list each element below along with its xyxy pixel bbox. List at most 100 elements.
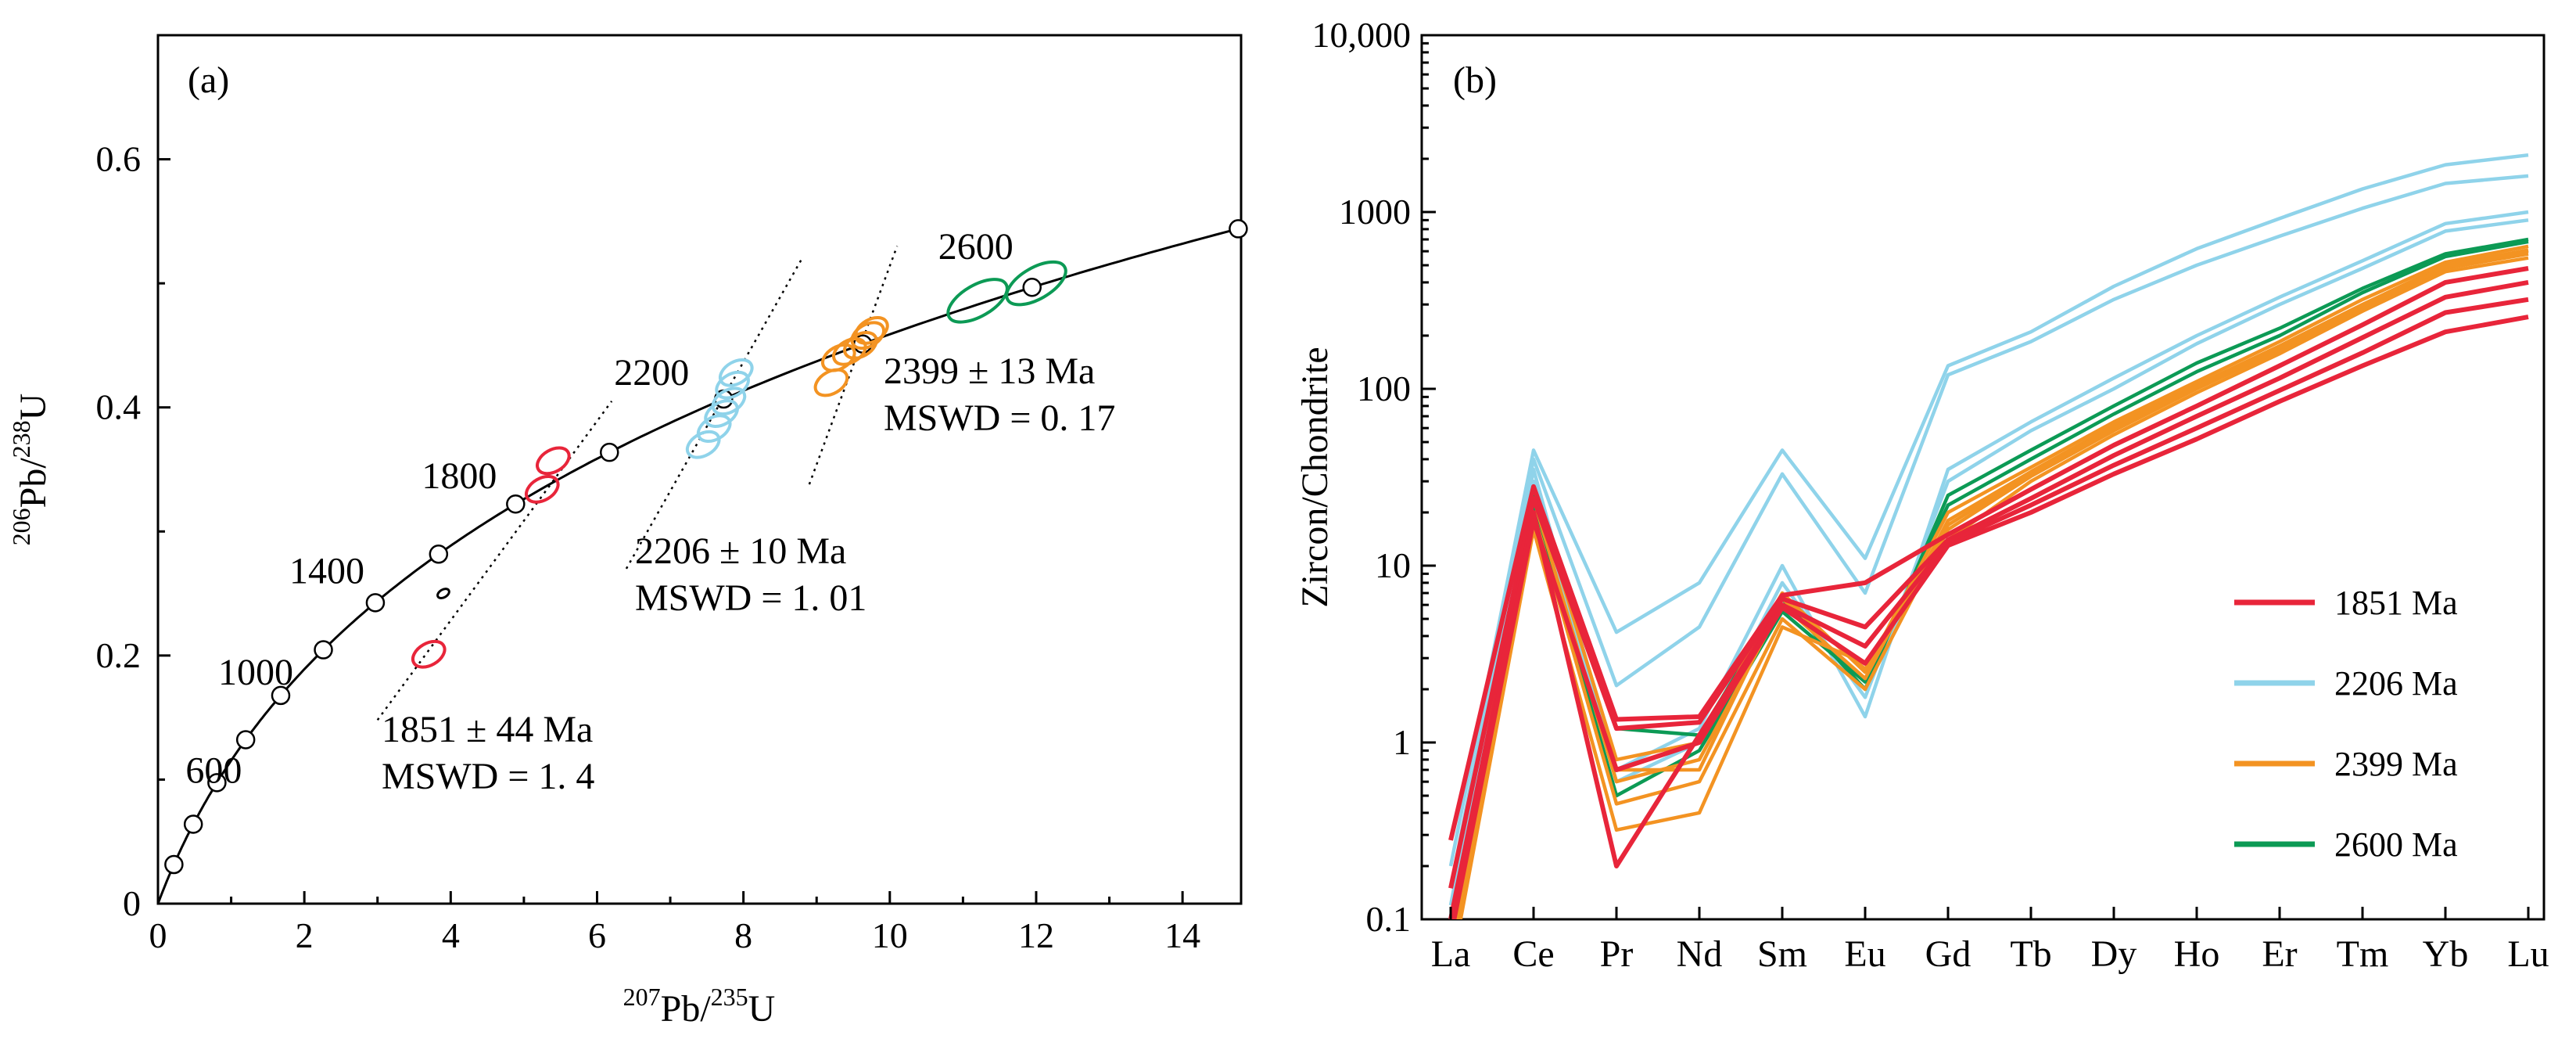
panel-b-ree-pattern: (b) La Ce Pr Nd Sm Eu Gd Tb Dy Ho Er Tm Yb Lu 0.1 1 10 10…: [1294, 15, 2549, 975]
y-tick-label: 0.1: [1366, 899, 1412, 939]
legend-label: 2399 Ma: [2334, 745, 2458, 783]
element-tick-label: Ce: [1512, 933, 1554, 975]
panel-a-ylabel: 206Pb/238U: [7, 394, 54, 546]
ree-line: [1448, 266, 2529, 841]
y-tick-label: 1: [1393, 722, 1411, 762]
panel-b-label: (b): [1453, 59, 1497, 101]
concordia-age-marker: [1229, 219, 1248, 239]
element-tick-label: Pr: [1600, 933, 1634, 975]
y-tick-label: 100: [1357, 369, 1411, 408]
discordia-line: [808, 246, 899, 485]
x-tick-label: 14: [1164, 915, 1200, 955]
y-tick-label: 10: [1375, 545, 1411, 585]
concordia-age-marker: [1022, 277, 1042, 297]
mswd-annotation: MSWD = 1. 01: [635, 577, 866, 619]
element-tick-label: Gd: [1925, 933, 1971, 975]
discordia-line: [376, 401, 613, 721]
x-tick-label: 0: [149, 915, 167, 955]
error-ellipse: [525, 475, 560, 504]
error-ellipse: [696, 414, 732, 444]
concordia-age-marker: [271, 685, 291, 706]
concordia-age-label: 2200: [614, 352, 689, 394]
element-tick-label: Nd: [1677, 933, 1723, 975]
y-tick-label: 0.2: [96, 635, 142, 675]
x-tick-label: 8: [734, 915, 752, 955]
ree-line: [1448, 153, 2529, 867]
concordia-age-label: 2600: [938, 226, 1014, 268]
error-ellipse: [704, 399, 739, 429]
discordia-line: [625, 257, 803, 570]
y-tick-label: 1000: [1339, 192, 1411, 232]
element-tick-label: Ho: [2174, 933, 2220, 975]
panel-a-frame: [156, 34, 1243, 905]
ree-line: [1448, 210, 2529, 906]
concordia-age-marker: [164, 854, 184, 875]
panel-b-ylabel: Zircon/Chondrite: [1294, 347, 1336, 607]
concordia-age-label: 600: [185, 750, 242, 791]
legend-label: 2206 Ma: [2334, 664, 2458, 703]
ree-line: [1451, 244, 2529, 919]
ree-lines: [1448, 153, 2529, 919]
error-ellipse: [850, 321, 886, 351]
panel-b-frame: [1420, 34, 2546, 921]
y-tick-label: 0: [123, 883, 141, 923]
mswd-annotation: MSWD = 0. 17: [884, 397, 1115, 439]
y-tick-label: 0.6: [96, 139, 142, 179]
panel-a-label: (a): [188, 59, 229, 101]
x-tick-label: 10: [872, 915, 908, 955]
error-ellipse: [711, 386, 747, 416]
element-tick-label: Er: [2262, 933, 2297, 975]
error-ellipse: [813, 368, 849, 397]
element-tick-label: Yb: [2423, 933, 2469, 975]
x-tick-label: 2: [296, 915, 314, 955]
element-tick-label: Lu: [2507, 933, 2549, 975]
y-tick-label: 10,000: [1312, 15, 1412, 55]
panel-a-xlabel: 207Pb/235U: [623, 983, 776, 1030]
concordia-age-marker: [600, 442, 619, 462]
x-tick-label: 4: [442, 915, 460, 955]
ree-line: [1454, 239, 2529, 919]
ree-line: [1448, 218, 2529, 919]
concordia-age-marker: [183, 814, 203, 834]
legend-label: 2600 Ma: [2334, 825, 2458, 864]
ree-line: [1448, 297, 2529, 919]
element-tick-label: Tb: [2010, 933, 2051, 975]
x-tick-label: 12: [1018, 915, 1054, 955]
element-tick-label: Tm: [2337, 933, 2389, 975]
error-ellipse-black: [436, 588, 450, 599]
error-ellipse: [411, 639, 447, 669]
concordia-age-marker: [207, 773, 227, 793]
age-annotation: 2206 ± 10 Ma: [635, 530, 846, 572]
concordia-age-marker: [314, 640, 333, 660]
ree-line: [1456, 252, 2529, 919]
ree-line: [1451, 315, 2529, 919]
error-ellipse: [718, 358, 754, 387]
ree-line: [1448, 174, 2529, 889]
concordia-age-marker: [235, 730, 256, 750]
element-tick-label: Dy: [2091, 933, 2137, 975]
concordia-age-label: 1000: [218, 652, 293, 693]
concordia-age-marker: [506, 494, 526, 514]
y-tick-label: 0.4: [96, 387, 142, 427]
error-ellipse: [821, 343, 856, 372]
mswd-annotation: MSWD = 1. 4: [382, 756, 594, 797]
x-tick-label: 6: [588, 915, 606, 955]
error-ellipse: [946, 278, 1009, 324]
element-tick-label: Sm: [1757, 933, 1807, 975]
error-ellipse: [854, 316, 889, 345]
element-tick-label: Eu: [1844, 933, 1885, 975]
concordia-age-marker: [429, 545, 449, 564]
age-annotation: 1851 ± 44 Ma: [382, 709, 593, 750]
concordia-age-label: 1400: [289, 550, 364, 591]
legend-label: 1851 Ma: [2334, 584, 2458, 622]
concordia-age-marker: [365, 593, 386, 613]
concordia-age-label: 1800: [422, 455, 497, 497]
ree-line: [1448, 279, 2529, 889]
error-ellipse: [1005, 260, 1067, 307]
ree-line: [1456, 249, 2529, 919]
error-ellipse: [536, 446, 571, 476]
age-annotation: 2399 ± 13 Ma: [884, 351, 1095, 392]
element-tick-label: La: [1431, 933, 1471, 975]
